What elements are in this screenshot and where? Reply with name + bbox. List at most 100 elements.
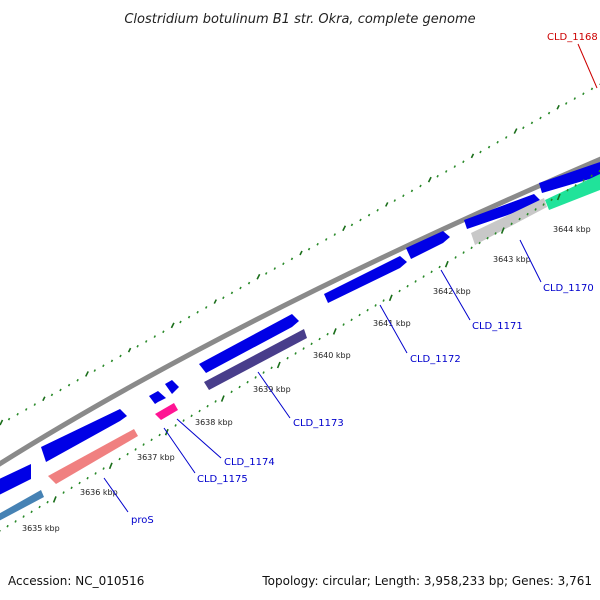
gene-leader-line bbox=[519, 239, 542, 283]
gene-arrow bbox=[149, 391, 166, 404]
gene-arrow bbox=[155, 403, 178, 420]
tick-mark bbox=[462, 160, 465, 164]
forward-strand-genes bbox=[0, 162, 600, 495]
gene-arrow bbox=[406, 231, 450, 259]
tick-mark bbox=[539, 116, 542, 120]
tick-mark bbox=[342, 225, 347, 232]
tick-mark bbox=[302, 347, 305, 350]
tick-mark bbox=[526, 212, 529, 216]
tick-mark bbox=[158, 433, 161, 437]
tick-label: 3636 kbp bbox=[80, 488, 118, 497]
gene-leader-line bbox=[577, 43, 598, 89]
gene-arrow bbox=[324, 256, 407, 303]
tick-mark bbox=[350, 318, 353, 322]
tick-mark bbox=[127, 347, 132, 353]
tick-mark bbox=[78, 481, 81, 485]
tick-mark bbox=[556, 193, 561, 201]
tick-mark bbox=[230, 291, 234, 295]
tick-mark bbox=[402, 194, 405, 198]
tick-mark bbox=[438, 265, 441, 269]
gene-arrow bbox=[471, 198, 547, 245]
gene-arrow bbox=[204, 329, 307, 390]
gene-leader-line bbox=[176, 418, 222, 459]
tick-mark bbox=[374, 304, 377, 307]
tick-label: 3644 kbp bbox=[553, 225, 591, 234]
tick-mark bbox=[427, 176, 432, 183]
gene-leader-line bbox=[440, 269, 471, 321]
tick-mark bbox=[38, 505, 41, 509]
tick-mark bbox=[366, 308, 369, 312]
gene-arrow bbox=[165, 380, 179, 394]
tick-mark bbox=[276, 361, 281, 369]
tick-mark bbox=[318, 337, 321, 341]
tick-mark bbox=[406, 284, 409, 288]
gene-arrow bbox=[545, 174, 600, 210]
gene-label: CLD_1174 bbox=[224, 457, 275, 468]
tick-mark bbox=[190, 414, 193, 418]
tick-mark bbox=[590, 87, 594, 91]
gene-label: CLD_1170 bbox=[543, 283, 594, 294]
tick-mark bbox=[153, 335, 157, 338]
tick-mark bbox=[238, 385, 241, 389]
tick-mark bbox=[33, 403, 37, 406]
tick-mark bbox=[162, 330, 165, 334]
tick-mark bbox=[574, 184, 577, 187]
tick-mark bbox=[42, 396, 46, 402]
reverse-strand-genes bbox=[0, 174, 600, 521]
ticks-inner bbox=[0, 169, 600, 533]
tick-mark bbox=[7, 417, 11, 421]
gene-label: CLD_1173 bbox=[293, 418, 344, 429]
tick-mark bbox=[542, 203, 545, 206]
tick-mark bbox=[388, 294, 393, 302]
tick-mark bbox=[282, 262, 285, 266]
tick-mark bbox=[93, 369, 97, 372]
tick-mark bbox=[398, 289, 401, 293]
gene-arrow bbox=[0, 490, 44, 521]
tick-mark bbox=[76, 378, 79, 382]
tick-mark bbox=[573, 97, 577, 100]
tick-mark bbox=[86, 476, 89, 480]
accession-text: Accession: NC_010516 bbox=[8, 574, 145, 588]
tick-mark bbox=[382, 299, 385, 302]
tick-mark bbox=[179, 320, 182, 324]
tick-mark bbox=[393, 199, 397, 202]
tick-mark bbox=[150, 438, 153, 442]
tick-mark bbox=[50, 393, 54, 397]
gene-arrow bbox=[0, 464, 31, 495]
map-title: Clostridium botulinum B1 str. Okra, comp… bbox=[124, 12, 475, 27]
tick-mark bbox=[419, 184, 422, 188]
tick-mark bbox=[462, 251, 465, 254]
tick-mark bbox=[273, 267, 277, 270]
tick-mark bbox=[316, 242, 319, 246]
tick-mark bbox=[358, 313, 361, 317]
tick-mark bbox=[326, 332, 329, 336]
tick-mark bbox=[500, 227, 505, 234]
tick-mark bbox=[453, 165, 457, 168]
tick-mark bbox=[444, 170, 448, 173]
gene-label: CLD_1168 bbox=[547, 32, 598, 43]
tick-mark bbox=[294, 352, 297, 355]
tick-mark bbox=[290, 257, 294, 261]
tick-mark bbox=[454, 256, 457, 259]
tick-mark bbox=[494, 232, 497, 235]
genome-backbone bbox=[0, 156, 600, 467]
tick-mark bbox=[16, 412, 19, 416]
tick-mark bbox=[376, 208, 379, 212]
tick-mark bbox=[556, 104, 560, 110]
tick-labels: 3635 kbp 3636 kbp 3637 kbp 3638 kbp 3639 kbp… bbox=[22, 225, 591, 533]
tick-label: 3640 kbp bbox=[313, 351, 351, 360]
tick-mark bbox=[94, 472, 97, 475]
tick-mark bbox=[444, 260, 449, 268]
tick-mark bbox=[126, 452, 129, 456]
gene-arrow bbox=[464, 194, 540, 229]
tick-mark bbox=[270, 366, 273, 370]
tick-mark bbox=[52, 496, 57, 503]
tick-mark bbox=[513, 128, 518, 134]
gene-label: CLD_1175 bbox=[197, 474, 248, 485]
gene-arrow bbox=[48, 429, 138, 484]
tick-mark bbox=[108, 462, 113, 470]
tick-mark bbox=[518, 217, 521, 221]
tick-mark bbox=[324, 238, 328, 241]
tick-mark bbox=[206, 404, 209, 408]
